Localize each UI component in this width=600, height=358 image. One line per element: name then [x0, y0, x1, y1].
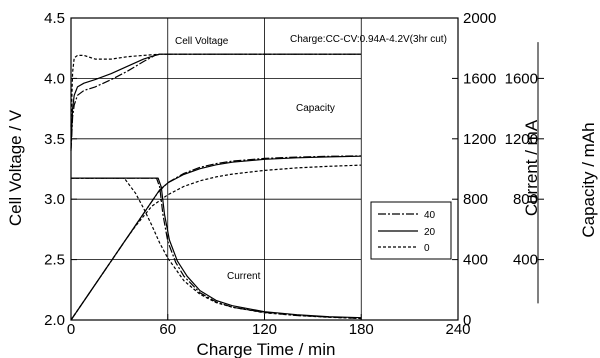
current-tick-label-1200: 1200 [463, 131, 496, 148]
x-tick-label-120: 120 [252, 321, 277, 338]
y-axis-title-capacity: Capacity / mAh [579, 122, 598, 237]
series-current-40 [71, 177, 362, 320]
x-tick-label-240: 240 [445, 321, 470, 338]
series-voltage-0 [70, 53, 362, 127]
y-axis-title-current: Current / mA [522, 119, 541, 216]
series-capacity-0 [70, 164, 362, 321]
axis-ticks: 0 60 120 180 2402.02.53.03.54.04.50400800120… [44, 10, 544, 338]
capacity-tick-label-1200: 1200 [505, 131, 538, 148]
capacity-tick-label-800: 800 [513, 191, 538, 208]
x-tick-label-0: 0 [67, 321, 75, 338]
data-series [70, 53, 362, 321]
voltage-tick-label-3.0: 3.0 [44, 191, 65, 208]
capacity-tick-label-1600: 1600 [505, 70, 538, 87]
voltage-tick-label-3.5: 3.5 [44, 131, 65, 148]
annotation-cell-voltage: Cell Voltage [175, 36, 229, 47]
series-current-0 [71, 177, 362, 320]
legend: 40 20 0 [370, 201, 452, 260]
voltage-tick-label-2.5: 2.5 [44, 252, 65, 269]
legend-label-0: 0 [424, 243, 430, 254]
voltage-tick-label-2.0: 2.0 [44, 312, 65, 329]
annotation-conditions: Charge:CC-CV:0.94A-4.2V(3hr cut) [290, 34, 447, 45]
voltage-tick-label-4.5: 4.5 [44, 10, 65, 27]
series-voltage-20 [70, 53, 362, 149]
capacity-tick-label-400: 400 [513, 252, 538, 269]
series-capacity-20 [70, 155, 362, 321]
annotation-current: Current [227, 271, 261, 282]
x-tick-label-60: 60 [159, 321, 176, 338]
x-tick-label-180: 180 [349, 321, 374, 338]
series-current-20 [71, 177, 362, 319]
grid-lines [71, 18, 362, 320]
legend-label-40: 40 [424, 210, 436, 221]
current-tick-label-2000: 2000 [463, 10, 496, 27]
annotation-capacity: Capacity [296, 103, 335, 114]
voltage-tick-label-4.0: 4.0 [44, 70, 65, 87]
y-axis-title-voltage: Cell Voltage / V [6, 109, 25, 226]
legend-label-20: 20 [424, 227, 436, 238]
x-axis-title: Charge Time / min [197, 340, 336, 358]
current-tick-label-1600: 1600 [463, 70, 496, 87]
current-tick-label-400: 400 [463, 252, 488, 269]
current-tick-label-0: 0 [463, 312, 471, 329]
series-capacity-40 [70, 155, 362, 321]
current-tick-label-800: 800 [463, 191, 488, 208]
